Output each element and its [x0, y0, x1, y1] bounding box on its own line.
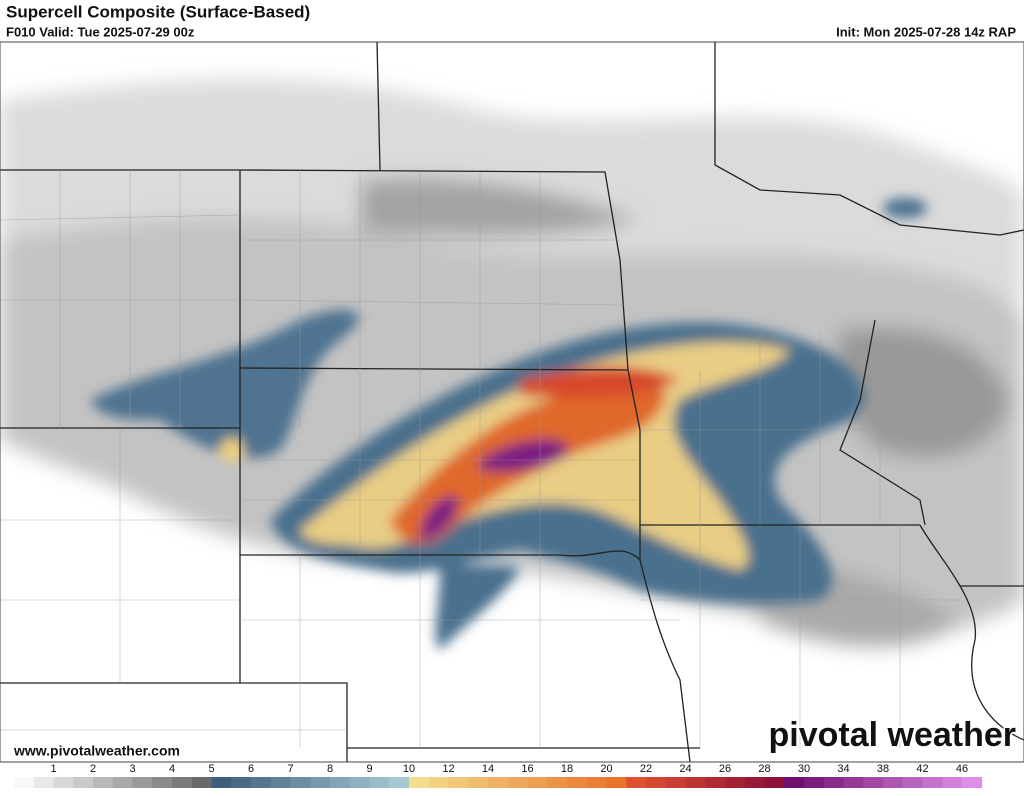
colorbar-segment — [705, 777, 726, 788]
colorbar-segment — [665, 777, 686, 788]
colorbar-segment — [685, 777, 706, 788]
colorbar-segment — [172, 777, 193, 788]
colorbar-segment — [14, 777, 35, 788]
colorbar-segment — [725, 777, 746, 788]
colorbar-segment — [428, 777, 449, 788]
colorbar-segment — [93, 777, 114, 788]
colorbar-segment — [132, 777, 153, 788]
colorbar-label: 38 — [877, 763, 889, 775]
colorbar-segment — [784, 777, 805, 788]
colorbar-segment — [310, 777, 331, 788]
colorbar-label: 28 — [758, 763, 770, 775]
colorbar-label: 4 — [169, 763, 175, 775]
colorbar-label: 9 — [366, 763, 372, 775]
colorbar-segment — [191, 777, 212, 788]
colorbar-label: 24 — [679, 763, 691, 775]
colorbar-segment — [626, 777, 647, 788]
colorbar-segment — [231, 777, 252, 788]
colorbar-segment — [883, 777, 904, 788]
colorbar-segment — [942, 777, 963, 788]
colorbar-label: 12 — [442, 763, 454, 775]
colorbar-label: 34 — [837, 763, 849, 775]
colorbar-segment — [349, 777, 370, 788]
colorbar-segment — [744, 777, 765, 788]
colorbar-segment — [764, 777, 785, 788]
logo: pivotal weather — [768, 716, 1016, 754]
colorbar-label: 42 — [916, 763, 928, 775]
watermark: www.pivotalweather.com — [13, 743, 180, 759]
colorbar-segment — [606, 777, 627, 788]
title: Supercell Composite (Surface-Based) — [6, 2, 310, 21]
colorbar-segment — [369, 777, 390, 788]
colorbar-segment — [290, 777, 311, 788]
colorbar-segment — [507, 777, 528, 788]
colorbar-segment — [547, 777, 568, 788]
colorbar-segment — [843, 777, 864, 788]
colorbar-segment — [468, 777, 489, 788]
colorbar-segment — [863, 777, 884, 788]
colorbar-label: 8 — [327, 763, 333, 775]
colorbar-label: 16 — [521, 763, 533, 775]
colorbar: 1 2 3 4 5 6 7 8 9 10 12 14 16 18 20 22 24 26 28 30 34 38 42 46 — [14, 763, 983, 788]
colorbar-label: 22 — [640, 763, 652, 775]
colorbar-label: 1 — [50, 763, 56, 775]
colorbar-label: 2 — [90, 763, 96, 775]
colorbar-label: 5 — [208, 763, 214, 775]
colorbar-segment — [488, 777, 509, 788]
init-time: Init: Mon 2025-07-28 14z RAP — [836, 24, 1016, 39]
colorbar-segment — [409, 777, 430, 788]
colorbar-segment — [586, 777, 607, 788]
colorbar-label: 30 — [798, 763, 810, 775]
colorbar-label: 6 — [248, 763, 254, 775]
colorbar-label: 7 — [287, 763, 293, 775]
colorbar-segment — [270, 777, 291, 788]
colorbar-label: 18 — [561, 763, 573, 775]
colorbar-label: 14 — [482, 763, 494, 775]
colorbar-label: 46 — [956, 763, 968, 775]
colorbar-segment — [251, 777, 272, 788]
colorbar-segment — [448, 777, 469, 788]
colorbar-label: 26 — [719, 763, 731, 775]
colorbar-segment — [53, 777, 74, 788]
colorbar-segment — [211, 777, 232, 788]
colorbar-segment — [922, 777, 943, 788]
colorbar-segment — [567, 777, 588, 788]
map-field — [0, 42, 1024, 762]
colorbar-segment — [152, 777, 173, 788]
colorbar-segment — [823, 777, 844, 788]
colorbar-segment — [112, 777, 133, 788]
colorbar-segment — [646, 777, 667, 788]
colorbar-segment — [527, 777, 548, 788]
colorbar-segment — [33, 777, 54, 788]
colorbar-segment — [902, 777, 923, 788]
colorbar-segment — [389, 777, 410, 788]
colorbar-label: 10 — [403, 763, 415, 775]
colorbar-segment — [804, 777, 825, 788]
colorbar-label: 20 — [600, 763, 612, 775]
colorbar-segment — [962, 777, 983, 788]
colorbar-label: 3 — [129, 763, 135, 775]
colorbar-segment — [330, 777, 351, 788]
colorbar-segment — [73, 777, 94, 788]
valid-time: F010 Valid: Tue 2025-07-29 00z — [6, 24, 195, 39]
